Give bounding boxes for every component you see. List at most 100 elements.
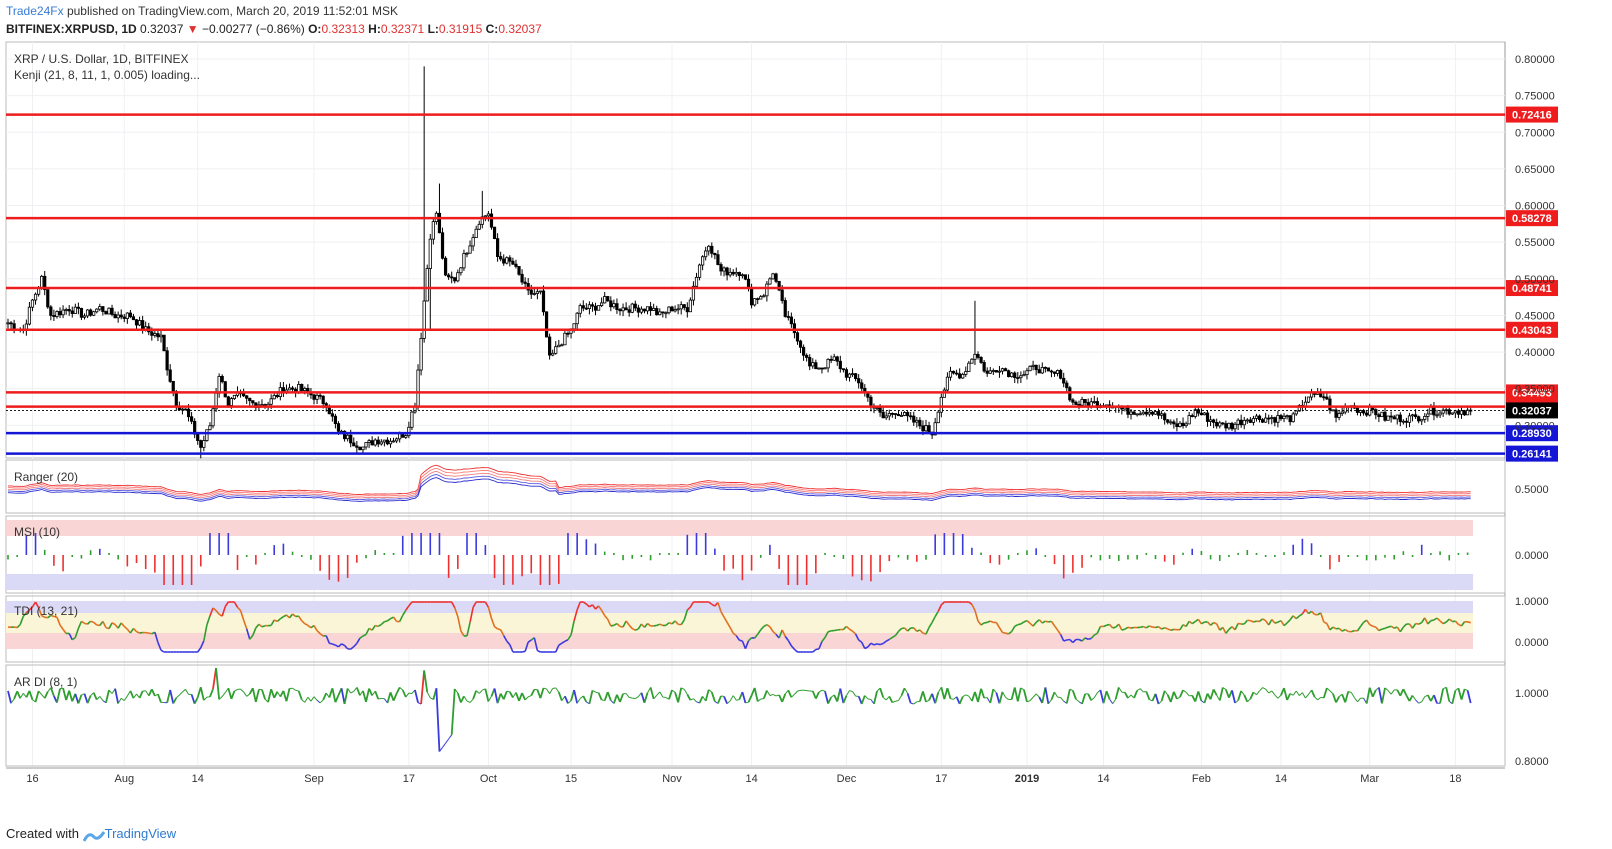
candle-body[interactable] — [1132, 411, 1136, 415]
time-axis[interactable]: 16 Aug 14 Sep 17 Oct 15 Nov 14 Dec 17 2019 14 Feb 14 Ma… — [26, 773, 1461, 785]
candle-body[interactable] — [404, 435, 408, 438]
candle-body[interactable] — [1420, 418, 1424, 422]
candle-body[interactable] — [590, 304, 595, 307]
candle-body[interactable] — [486, 213, 491, 217]
candle-body[interactable] — [976, 353, 980, 358]
candle-body[interactable] — [1251, 418, 1256, 423]
candle-body[interactable] — [1328, 398, 1332, 411]
candle-body[interactable] — [704, 250, 708, 258]
candle-body[interactable] — [171, 380, 175, 392]
candle-body[interactable] — [1202, 412, 1207, 416]
candle-body[interactable] — [297, 383, 301, 393]
candle-body[interactable] — [753, 298, 757, 306]
candle-body[interactable] — [1410, 414, 1415, 417]
candle-body[interactable] — [609, 300, 613, 308]
candle-body[interactable] — [119, 314, 123, 318]
candle-body[interactable] — [116, 314, 120, 319]
candle-body[interactable] — [312, 394, 316, 400]
candle-body[interactable] — [499, 256, 503, 260]
candle-body[interactable] — [967, 362, 971, 372]
candle-body[interactable] — [1404, 420, 1409, 423]
candle-body[interactable] — [584, 307, 588, 310]
candle-body[interactable] — [248, 397, 252, 402]
candle-body[interactable] — [1135, 413, 1139, 416]
candle-body[interactable] — [300, 383, 304, 391]
candle-body[interactable] — [82, 315, 87, 318]
candle-body[interactable] — [349, 434, 353, 444]
candle-body[interactable] — [1046, 367, 1050, 372]
candle-body[interactable] — [474, 228, 478, 239]
candle-body[interactable] — [1160, 413, 1164, 416]
candle-body[interactable] — [649, 306, 653, 311]
candle-body[interactable] — [1453, 410, 1457, 414]
candle-body[interactable] — [823, 367, 827, 370]
candle-body[interactable] — [667, 306, 671, 314]
price-axis[interactable]: 0.80000 0.75000 0.70000 0.65000 0.60000 0.550… — [1515, 54, 1555, 432]
candle-body[interactable] — [893, 413, 898, 415]
candle-body[interactable] — [352, 442, 356, 447]
candle-body[interactable] — [857, 378, 861, 384]
candle-body[interactable] — [1071, 399, 1075, 403]
candle-body[interactable] — [468, 245, 472, 254]
candle-body[interactable] — [826, 358, 830, 369]
candle-body[interactable] — [33, 293, 38, 301]
candle-body[interactable] — [578, 305, 582, 314]
candle-body[interactable] — [217, 375, 221, 394]
candle-body[interactable] — [970, 358, 974, 364]
candle-body[interactable] — [1040, 366, 1044, 374]
candle-body[interactable] — [202, 440, 206, 448]
candle-body[interactable] — [125, 312, 129, 319]
candle-body[interactable] — [205, 429, 209, 441]
candle-body[interactable] — [153, 333, 157, 336]
candle-body[interactable] — [1462, 410, 1467, 416]
candle-body[interactable] — [652, 308, 656, 311]
candle-body[interactable] — [1028, 365, 1032, 372]
candle-body[interactable] — [1193, 409, 1197, 417]
candle-body[interactable] — [548, 336, 552, 356]
candle-body[interactable] — [587, 304, 592, 310]
candle-body[interactable] — [854, 373, 858, 379]
candle-body[interactable] — [52, 315, 56, 317]
candle-body[interactable] — [1392, 416, 1396, 420]
candle-body[interactable] — [1221, 422, 1225, 425]
candle-body[interactable] — [437, 212, 442, 234]
candle-body[interactable] — [713, 252, 717, 256]
candle-body[interactable] — [1414, 414, 1418, 418]
candle-body[interactable] — [220, 375, 224, 383]
candle-body[interactable] — [275, 395, 279, 398]
candle-body[interactable] — [505, 257, 509, 264]
candle-body[interactable] — [603, 296, 607, 304]
candle-body[interactable] — [1062, 377, 1066, 384]
candle-body[interactable] — [355, 445, 359, 448]
candle-body[interactable] — [159, 334, 163, 338]
candle-body[interactable] — [1007, 370, 1011, 377]
candle-body[interactable] — [961, 373, 965, 379]
candle-body[interactable] — [73, 306, 77, 314]
candle-body[interactable] — [1264, 417, 1268, 423]
candle-body[interactable] — [1092, 401, 1096, 403]
candle-body[interactable] — [425, 268, 429, 302]
candle-body[interactable] — [1227, 422, 1231, 429]
candle-body[interactable] — [287, 387, 292, 391]
candle-body[interactable] — [1150, 411, 1155, 415]
candle-body[interactable] — [40, 275, 44, 289]
candle-body[interactable] — [113, 314, 117, 319]
candle-body[interactable] — [1383, 411, 1387, 421]
candle-body[interactable] — [76, 306, 80, 309]
candle-body[interactable] — [786, 316, 790, 318]
candle-body[interactable] — [410, 411, 414, 428]
candle-body[interactable] — [749, 287, 754, 306]
candle-body[interactable] — [811, 362, 815, 367]
candle-body[interactable] — [1080, 399, 1084, 406]
candle-body[interactable] — [844, 369, 849, 378]
candle-body[interactable] — [655, 308, 659, 316]
candle-body[interactable] — [58, 311, 62, 316]
candle-body[interactable] — [492, 226, 497, 240]
candle-body[interactable] — [701, 256, 705, 266]
candle-body[interactable] — [98, 306, 102, 310]
candle-body[interactable] — [948, 370, 953, 378]
candle-body[interactable] — [630, 303, 634, 313]
candle-body[interactable] — [1325, 396, 1329, 400]
candle-body[interactable] — [722, 267, 726, 272]
candle-body[interactable] — [805, 354, 809, 358]
